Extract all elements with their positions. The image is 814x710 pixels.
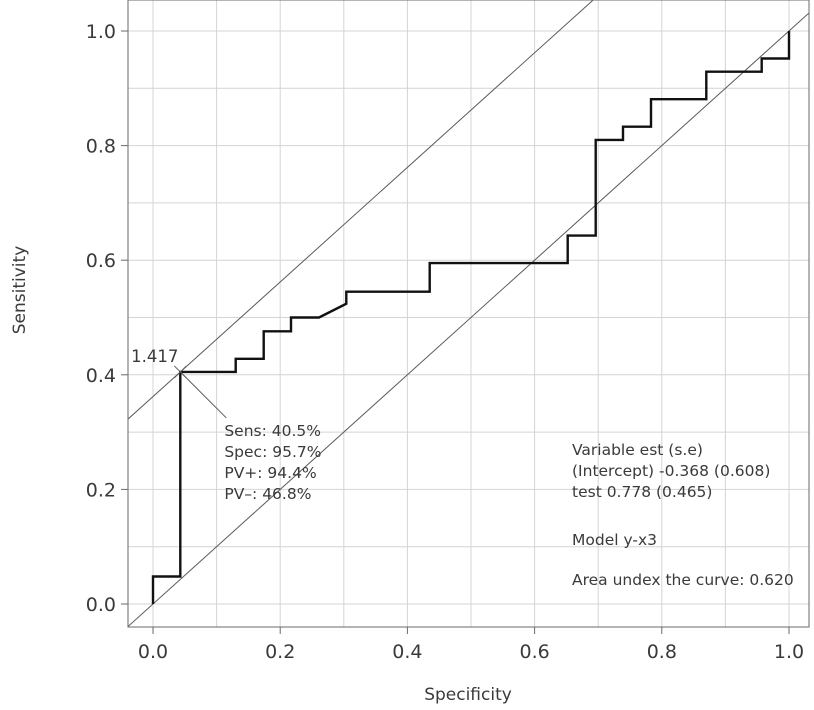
axis-ticks: 0.0 0.2 0.4 0.6 0.8 1.0 0.0 0.2 0.4 0.6 0.8 1.0 bbox=[86, 21, 804, 663]
x-tick-label: 0.8 bbox=[647, 641, 677, 663]
cutoff-stat-label: Spec: 95.7% bbox=[224, 443, 321, 461]
reference-line bbox=[128, 12, 809, 627]
y-tick-label: 0.0 bbox=[86, 594, 116, 616]
x-tick-label: 1.0 bbox=[774, 641, 804, 663]
cutoff-value-label: 1.417 bbox=[131, 347, 178, 366]
reference-line bbox=[128, 0, 594, 420]
annotations: 1.417 Sens: 40.5% Spec: 95.7% PV+: 94.4% PV–… bbox=[131, 347, 794, 589]
y-axis-title: Sensitivity bbox=[10, 246, 30, 335]
x-tick-label: 0.6 bbox=[519, 641, 549, 663]
x-axis-title: Specificity bbox=[424, 685, 512, 705]
plot-frame bbox=[127, 0, 810, 628]
model-name-label: Model y-x3 bbox=[572, 531, 657, 549]
x-tick-label: 0.4 bbox=[392, 641, 422, 663]
x-tick-label: 0.0 bbox=[138, 641, 168, 663]
cutoff-stat-label: PV–: 46.8% bbox=[224, 485, 311, 503]
roc-curve-layer bbox=[151, 31, 791, 604]
cutoff-stat-label: PV+: 94.4% bbox=[224, 464, 316, 482]
y-tick-label: 0.6 bbox=[86, 250, 116, 272]
auc-label: Area undex the curve: 0.620 bbox=[572, 571, 794, 589]
y-tick-label: 0.4 bbox=[86, 365, 116, 387]
model-summary-line: (Intercept) -0.368 (0.608) bbox=[572, 462, 770, 480]
reference-lines bbox=[128, 0, 809, 627]
roc-curve bbox=[151, 31, 791, 604]
cutoff-leader-line bbox=[179, 371, 227, 419]
y-tick-label: 1.0 bbox=[86, 21, 116, 43]
model-summary-line: test 0.778 (0.465) bbox=[572, 483, 712, 501]
y-tick-label: 0.8 bbox=[86, 136, 116, 158]
y-tick-label: 0.2 bbox=[86, 479, 116, 501]
cutoff-stat-label: Sens: 40.5% bbox=[224, 422, 321, 440]
x-tick-label: 0.2 bbox=[265, 641, 295, 663]
model-summary-line: Variable est (s.e) bbox=[572, 441, 703, 459]
